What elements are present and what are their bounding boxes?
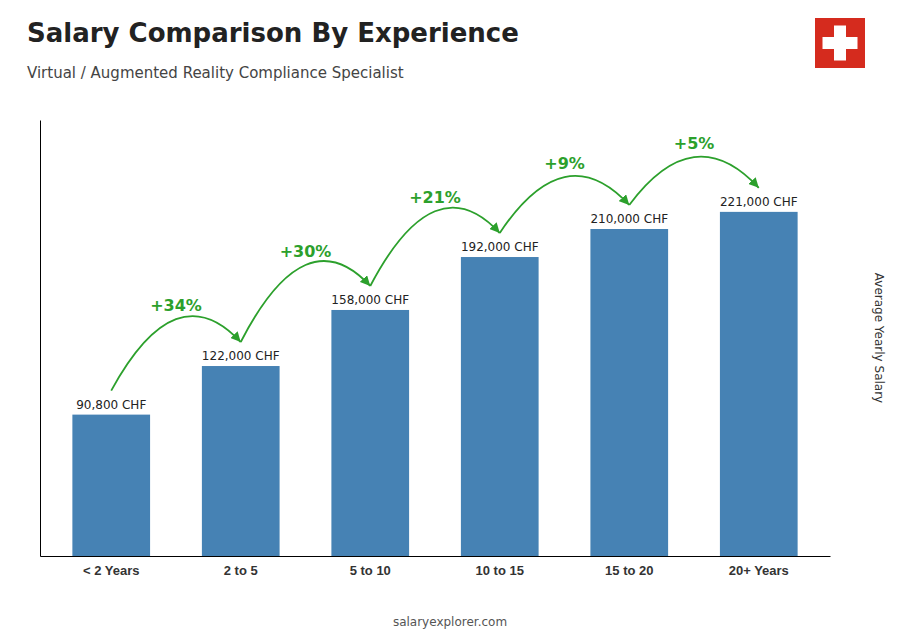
flag xyxy=(815,18,865,68)
x-tick-label: 20+ Years xyxy=(729,563,789,578)
source: salaryexplorer.com xyxy=(393,615,507,629)
x-tick: 20+ Years xyxy=(729,556,789,578)
pct-annotation: +21% xyxy=(409,188,461,207)
x-tick-label: < 2 Years xyxy=(83,563,140,578)
data-label: 122,000 CHF xyxy=(202,349,280,363)
pct-annotation: +30% xyxy=(280,242,332,261)
x-axis: < 2 Years 2 to 5 5 to 10 10 to 15 15 to 20 20… xyxy=(41,556,831,578)
pct-annotation: +34% xyxy=(150,296,202,315)
arc-arrow xyxy=(111,316,241,391)
pct-annotation: +9% xyxy=(544,154,585,173)
x-tick: 10 to 15 xyxy=(476,556,524,578)
pct-annotation: +5% xyxy=(674,134,715,153)
y-axis-line xyxy=(40,121,41,557)
arc-arrow xyxy=(500,176,630,233)
x-tick-label: 5 to 10 xyxy=(350,563,391,578)
bar xyxy=(461,257,539,556)
x-tick: < 2 Years xyxy=(83,556,140,578)
x-tick: 5 to 10 xyxy=(350,556,391,578)
bar xyxy=(590,229,668,556)
x-tick: 15 to 20 xyxy=(605,556,653,578)
x-axis-line xyxy=(41,556,831,557)
chart: < 2 Years 2 to 5 5 to 10 10 to 15 15 to 20 20… xyxy=(0,0,900,641)
arc-arrow xyxy=(370,208,500,286)
arc-arrow xyxy=(629,157,759,205)
bar xyxy=(202,366,280,556)
data-label: 210,000 CHF xyxy=(590,212,668,226)
x-tick-label: 10 to 15 xyxy=(476,563,524,578)
data-label: 221,000 CHF xyxy=(720,195,798,209)
flag-cross xyxy=(823,37,858,49)
bar xyxy=(72,415,150,556)
x-tick-label: 2 to 5 xyxy=(224,563,258,578)
bar xyxy=(720,212,798,556)
y-axis-title: Average Yearly Salary xyxy=(872,273,886,403)
flag-field xyxy=(815,18,865,68)
annotations: +34% +30% +21% +9% +5% xyxy=(111,134,759,390)
data-label: 192,000 CHF xyxy=(461,240,539,254)
bars xyxy=(72,212,797,556)
x-tick-label: 15 to 20 xyxy=(605,563,653,578)
arc-arrow xyxy=(241,261,371,342)
title: Salary Comparison By Experience xyxy=(27,18,519,48)
x-tick: 2 to 5 xyxy=(224,556,258,578)
data-labels: 90,800 CHF 122,000 CHF 158,000 CHF 192,000 … xyxy=(76,195,798,412)
data-label: 90,800 CHF xyxy=(76,398,146,412)
data-label: 158,000 CHF xyxy=(331,293,409,307)
bar xyxy=(331,310,409,556)
y-axis xyxy=(40,121,41,557)
subtitle: Virtual / Augmented Reality Compliance S… xyxy=(27,64,404,82)
